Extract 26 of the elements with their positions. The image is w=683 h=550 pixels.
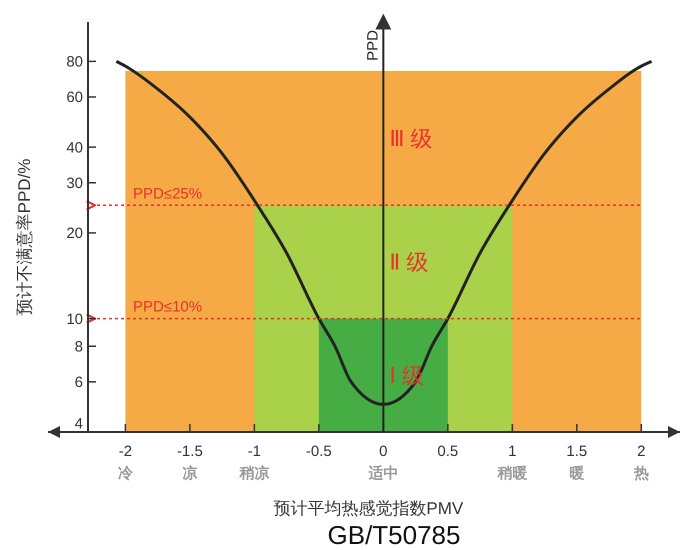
x-tick-label: 0.5	[437, 443, 458, 460]
y-tick-label: 80	[66, 54, 83, 71]
y-tick-label: 6	[74, 374, 83, 392]
text: GB/T50785	[328, 520, 460, 550]
x-tick-label: -1 稍凉	[238, 443, 270, 482]
x-tick-label: 0 适中	[367, 443, 398, 482]
y-tick-label: 8	[74, 338, 83, 356]
y-tick-label: 10	[66, 310, 83, 328]
y-tick-label: 40	[66, 139, 83, 156]
ref-line-label: PPD≤25%	[133, 185, 202, 202]
annotation: PPD	[364, 30, 382, 61]
x-tick-label: -1.5 凉	[176, 443, 203, 482]
x-tick-label: 2 热	[632, 443, 649, 482]
ref-line-label: PPD≤10%	[133, 298, 202, 316]
y-tick-label: 30	[66, 174, 83, 192]
annotation: Ⅱ 级	[389, 250, 428, 275]
y-tick-label: 60	[66, 89, 83, 106]
y-tick-label: 20	[66, 225, 83, 242]
y-tick-label: 4	[74, 415, 83, 432]
x-tick-label: -2 冷	[118, 443, 134, 482]
x-tick-label: 1.5 暖	[566, 443, 588, 482]
y-axis-title: 预计不满意率PPD/%	[15, 158, 34, 316]
annotation: Ⅲ 级	[389, 126, 433, 151]
x-axis-title: 预计平均热感觉指数PMV	[273, 499, 464, 518]
x-tick-label: 1 稍暖	[496, 443, 528, 482]
x-tick-label: -0.5	[306, 443, 332, 460]
